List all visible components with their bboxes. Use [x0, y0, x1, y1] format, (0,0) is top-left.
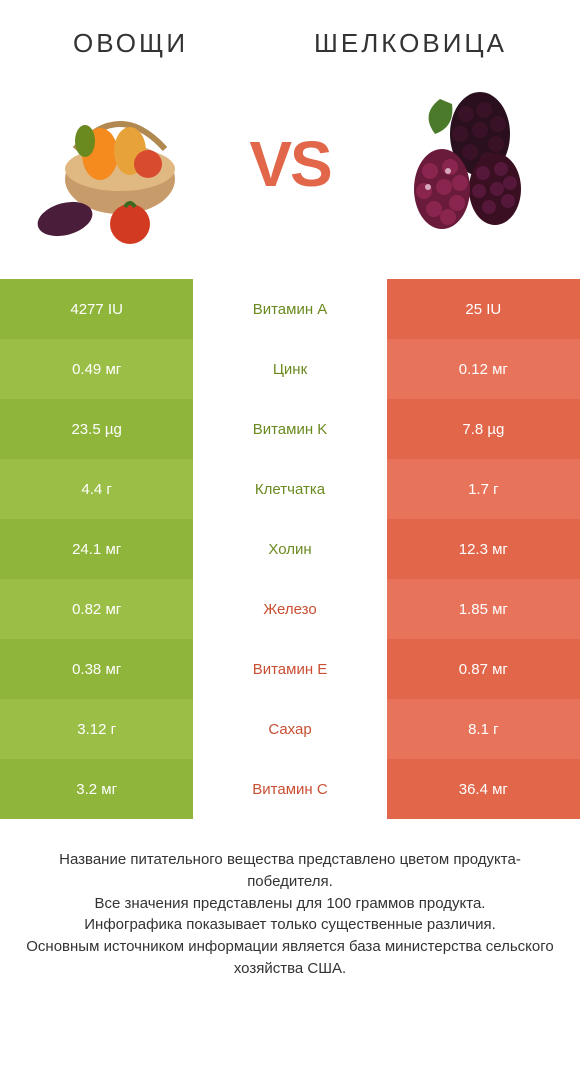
right-value: 1.85 мг: [387, 579, 580, 639]
right-value: 7.8 µg: [387, 399, 580, 459]
right-value: 8.1 г: [387, 699, 580, 759]
nutrient-label: Клетчатка: [193, 459, 386, 519]
footer-line: Основным источником информации является …: [20, 936, 560, 980]
right-value: 0.12 мг: [387, 339, 580, 399]
vegetables-image: [30, 79, 200, 249]
vs-label: VS: [249, 127, 330, 201]
right-value: 1.7 г: [387, 459, 580, 519]
left-value: 23.5 µg: [0, 399, 193, 459]
left-value: 0.49 мг: [0, 339, 193, 399]
left-value: 3.2 мг: [0, 759, 193, 819]
table-row: 3.2 мгВитамин C36.4 мг: [0, 759, 580, 819]
nutrient-label: Витамин K: [193, 399, 386, 459]
footer-line: Название питательного вещества представл…: [20, 849, 560, 893]
right-value: 36.4 мг: [387, 759, 580, 819]
footer-line: Инфографика показывает только существенн…: [20, 914, 560, 936]
table-row: 0.49 мгЦинк0.12 мг: [0, 339, 580, 399]
right-title: ШЕЛКОВИЦА: [314, 28, 507, 59]
nutrient-label: Витамин A: [193, 279, 386, 339]
right-value: 25 IU: [387, 279, 580, 339]
table-row: 0.38 мгВитамин E0.87 мг: [0, 639, 580, 699]
right-value: 12.3 мг: [387, 519, 580, 579]
nutrient-label: Железо: [193, 579, 386, 639]
left-value: 0.38 мг: [0, 639, 193, 699]
right-value: 0.87 мг: [387, 639, 580, 699]
table-row: 23.5 µgВитамин K7.8 µg: [0, 399, 580, 459]
table-row: 4277 IUВитамин A25 IU: [0, 279, 580, 339]
table-row: 24.1 мгХолин12.3 мг: [0, 519, 580, 579]
images-row: VS: [0, 69, 580, 279]
comparison-table: 4277 IUВитамин A25 IU0.49 мгЦинк0.12 мг2…: [0, 279, 580, 819]
left-title: ОВОЩИ: [73, 28, 188, 59]
nutrient-label: Цинк: [193, 339, 386, 399]
header-row: ОВОЩИ ШЕЛКОВИЦА: [0, 0, 580, 69]
table-row: 3.12 гСахар8.1 г: [0, 699, 580, 759]
left-value: 0.82 мг: [0, 579, 193, 639]
left-value: 24.1 мг: [0, 519, 193, 579]
table-row: 0.82 мгЖелезо1.85 мг: [0, 579, 580, 639]
nutrient-label: Сахар: [193, 699, 386, 759]
mulberry-image: [380, 79, 550, 249]
nutrient-label: Витамин E: [193, 639, 386, 699]
infographic-container: ОВОЩИ ШЕЛКОВИЦА VS: [0, 0, 580, 1084]
table-row: 4.4 гКлетчатка1.7 г: [0, 459, 580, 519]
nutrient-label: Холин: [193, 519, 386, 579]
footer-notes: Название питательного вещества представл…: [0, 819, 580, 1000]
nutrient-label: Витамин C: [193, 759, 386, 819]
footer-line: Все значения представлены для 100 граммо…: [20, 893, 560, 915]
left-value: 4.4 г: [0, 459, 193, 519]
left-value: 3.12 г: [0, 699, 193, 759]
left-value: 4277 IU: [0, 279, 193, 339]
